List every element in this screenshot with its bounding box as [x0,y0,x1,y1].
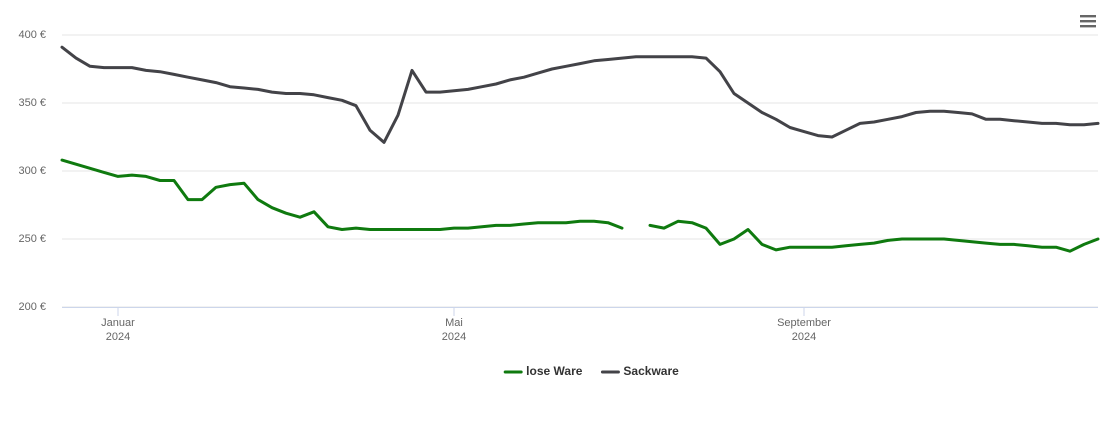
y-tick-label: 400 € [18,29,46,41]
legend-item[interactable]: lose Ware [503,364,583,378]
legend-label: Sackware [623,364,679,378]
legend-item[interactable]: Sackware [600,364,679,378]
x-tick-label: September 2024 [777,317,831,343]
legend: lose Ware Sackware [503,364,679,378]
y-tick-label: 300 € [18,165,46,177]
menu-button[interactable] [1078,14,1098,32]
y-tick-label: 350 € [18,97,46,109]
legend-label: lose Ware [526,364,583,378]
y-tick-label: 250 € [18,233,46,245]
y-tick-label: 200 € [18,301,46,313]
series-line [60,158,1100,253]
x-tick-label: Mai 2024 [442,317,466,343]
series-line [60,45,1100,144]
x-tick-label: Januar 2024 [101,317,135,343]
